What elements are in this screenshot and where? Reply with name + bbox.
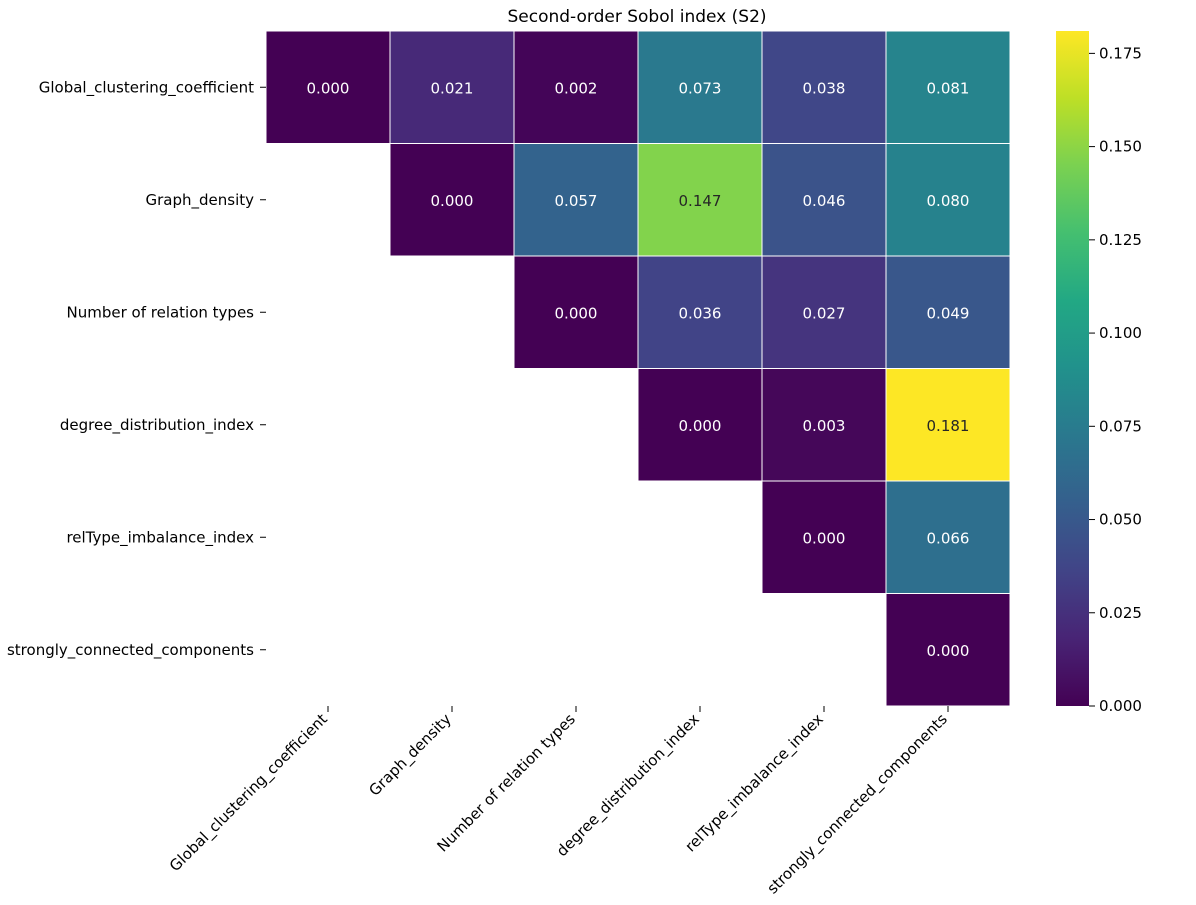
column-tick-label: Global_clustering_coefficient [166,710,332,876]
column-tick-label: degree_distribution_index [553,710,704,861]
row-tick-label: degree_distribution_index [60,416,254,435]
cell-value-label: 0.000 [803,529,846,547]
heatmap-cell [885,593,1011,707]
colorbar-gradient [1056,31,1089,706]
cell-value-label: 0.147 [679,192,722,210]
cell-value-label: 0.002 [555,79,598,97]
colorbar-tick-label: 0.025 [1099,604,1142,622]
heatmap-cell [761,368,887,482]
heatmap-cell [761,30,887,144]
cell-value-label: 0.021 [431,79,474,97]
colorbar-tick-label: 0.125 [1099,231,1142,249]
heatmap-cell [885,480,1011,594]
colorbar-tick-label: 0.100 [1099,324,1142,342]
cell-value-label: 0.080 [927,192,970,210]
colorbar-tick-label: 0.075 [1099,417,1142,435]
row-tick-label: relType_imbalance_index [66,528,254,547]
cell-value-label: 0.000 [431,192,474,210]
heatmap-cell [637,30,763,144]
cell-value-label: 0.000 [555,304,598,322]
cell-value-label: 0.000 [307,79,350,97]
row-tick-labels: Global_clustering_coefficient Graph_densi… [7,78,266,660]
cell-value-label: 0.036 [679,304,722,322]
cell-value-label: 0.000 [927,642,970,660]
heatmap-cell [761,255,887,369]
heatmap-cell [265,30,391,144]
cell-value-label: 0.073 [679,79,722,97]
column-tick-label: Graph_density [365,710,455,800]
heatmap-cell [513,255,639,369]
column-tick-labels: Global_clustering_coefficient Graph_densi… [166,706,952,898]
heatmap-cell [761,143,887,257]
row-tick-label: Number of relation types [67,303,255,321]
heatmap-cell [513,143,639,257]
heatmap-cell [885,368,1011,482]
row-tick-label: Global_clustering_coefficient [39,78,254,97]
heatmap-cell [885,255,1011,369]
colorbar-tick-label: 0.000 [1099,697,1142,715]
cell-value-label: 0.181 [927,417,970,435]
column-tick-label: Number of relation types [434,710,579,855]
cell-value-label: 0.038 [803,79,846,97]
heatmap-cell [389,143,515,257]
heatmap-cell [637,368,763,482]
heatmap-cell [389,30,515,144]
row-tick-label: Graph_density [145,191,254,210]
heatmap-cell [637,255,763,369]
heatmap-cell [885,30,1011,144]
heatmap-cell [885,143,1011,257]
cell-value-label: 0.049 [927,304,970,322]
colorbar: 0.000 0.025 0.050 0.075 0.100 0.125 0.150 0.175 [1056,31,1142,715]
colorbar-tick-label: 0.175 [1099,44,1142,62]
cell-value-label: 0.046 [803,192,846,210]
heatmap-cells: 0.000 0.021 0.002 0.073 0.038 0.081 0.000 0.057… [265,30,1011,707]
colorbar-tick-label: 0.150 [1099,138,1142,156]
cell-value-label: 0.003 [803,417,846,435]
heatmap-cell [761,480,887,594]
heatmap-cell [513,30,639,144]
cell-value-label: 0.081 [927,79,970,97]
chart-title: Second-order Sobol index (S2) [507,7,766,27]
colorbar-tick-label: 0.050 [1099,511,1142,529]
cell-value-label: 0.057 [555,192,598,210]
column-tick-label: relType_imbalance_index [681,710,827,856]
row-tick-label: strongly_connected_components [7,641,254,660]
cell-value-label: 0.000 [679,417,722,435]
cell-value-label: 0.027 [803,304,846,322]
cell-value-label: 0.066 [927,529,970,547]
